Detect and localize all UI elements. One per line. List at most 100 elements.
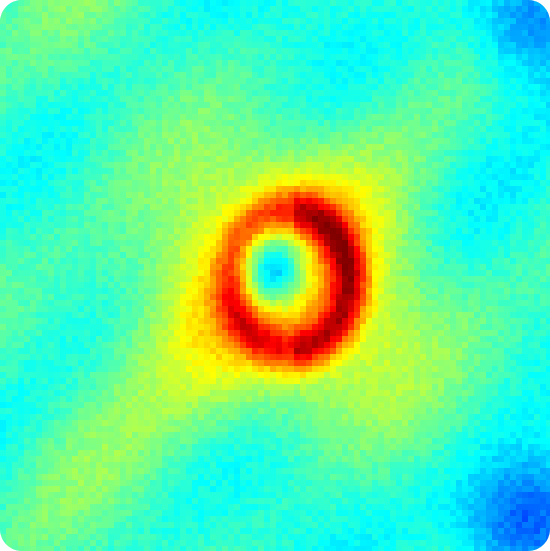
heatmap-cell	[54, 282, 61, 289]
heatmap-cell	[486, 48, 493, 55]
heatmap-cell	[540, 30, 547, 37]
heatmap-cell	[0, 114, 7, 121]
heatmap-cell	[234, 12, 241, 19]
heatmap-cell	[516, 192, 523, 199]
heatmap-cell	[258, 192, 265, 199]
heatmap-cell	[12, 234, 19, 241]
heatmap-cell	[504, 18, 511, 25]
heatmap-cell	[456, 102, 463, 109]
heatmap-cell	[540, 204, 547, 211]
heatmap-cell	[294, 150, 301, 157]
heatmap-cell	[12, 150, 19, 157]
heatmap-cell	[432, 288, 439, 295]
heatmap-cell	[504, 258, 511, 265]
heatmap-cell	[72, 6, 79, 13]
heatmap-cell	[294, 144, 301, 151]
heatmap-cell	[318, 126, 325, 133]
heatmap-cell	[492, 72, 499, 79]
heatmap-cell	[480, 180, 487, 187]
heatmap-cell	[96, 252, 103, 259]
heatmap-cell	[198, 84, 205, 91]
heatmap-cell	[36, 288, 43, 295]
heatmap-cell	[420, 48, 427, 55]
heatmap-cell	[0, 0, 7, 7]
heatmap-cell	[90, 276, 97, 283]
heatmap-cell	[342, 120, 349, 127]
heatmap-cell	[60, 48, 67, 55]
heatmap-cell	[36, 42, 43, 49]
heatmap-cell	[240, 228, 247, 235]
heatmap-cell	[468, 174, 475, 181]
heatmap-cell	[336, 126, 343, 133]
heatmap-cell	[270, 54, 277, 61]
heatmap-cell	[456, 306, 463, 313]
heatmap-cell	[90, 246, 97, 253]
heatmap-cell	[462, 24, 469, 31]
heatmap-cell	[234, 54, 241, 61]
heatmap-cell	[348, 312, 355, 319]
heatmap-cell	[66, 66, 73, 73]
heatmap-cell	[414, 108, 421, 115]
heatmap-cell	[504, 174, 511, 181]
heatmap-cell	[480, 240, 487, 247]
heatmap-cell	[492, 138, 499, 145]
heatmap-cell	[294, 90, 301, 97]
heatmap-cell	[414, 294, 421, 301]
heatmap-cell	[240, 300, 247, 307]
heatmap-cell	[168, 180, 175, 187]
heatmap-cell	[24, 246, 31, 253]
heatmap-cell	[522, 234, 529, 241]
heatmap-cell	[102, 120, 109, 127]
heatmap-cell	[186, 192, 193, 199]
heatmap-cell	[204, 246, 211, 253]
heatmap-cell	[534, 0, 541, 7]
heatmap-cell	[414, 42, 421, 49]
heatmap-cell	[102, 150, 109, 157]
heatmap-cell	[480, 288, 487, 295]
heatmap-cell	[156, 66, 163, 73]
heatmap-cell	[102, 192, 109, 199]
heatmap-cell	[30, 84, 37, 91]
heatmap-cell	[498, 120, 505, 127]
heatmap-cell	[18, 6, 25, 13]
heatmap-cell	[24, 114, 31, 121]
heatmap-cell	[354, 6, 361, 13]
heatmap-cell	[426, 90, 433, 97]
heatmap-cell	[264, 102, 271, 109]
heatmap-cell	[492, 198, 499, 205]
heatmap-cell	[432, 36, 439, 43]
heatmap-cell	[84, 186, 91, 193]
heatmap-cell	[324, 126, 331, 133]
heatmap-cell	[264, 114, 271, 121]
heatmap-cell	[12, 180, 19, 187]
heatmap-cell	[348, 138, 355, 145]
heatmap-cell	[486, 306, 493, 313]
heatmap-cell	[324, 30, 331, 37]
heatmap-cell	[252, 72, 259, 79]
heatmap-cell	[90, 306, 97, 313]
heatmap-cell	[156, 84, 163, 91]
heatmap-cell	[372, 204, 379, 211]
heatmap-cell	[312, 48, 319, 55]
heatmap-cell	[6, 186, 13, 193]
heatmap-cell	[306, 240, 313, 247]
heatmap-cell	[192, 234, 199, 241]
heatmap-cell	[78, 306, 85, 313]
heatmap-cell	[222, 72, 229, 79]
heatmap-cell	[360, 24, 367, 31]
heatmap-cell	[420, 210, 427, 217]
heatmap-cell	[216, 0, 223, 7]
heatmap-cell	[84, 162, 91, 169]
heatmap-cell	[342, 186, 349, 193]
heatmap-cell	[348, 90, 355, 97]
heatmap-cell	[114, 60, 121, 67]
heatmap-cell	[282, 204, 289, 211]
heatmap-cell	[522, 258, 529, 265]
heatmap-cell	[546, 24, 550, 31]
heatmap-cell	[168, 78, 175, 85]
heatmap-cell	[372, 168, 379, 175]
heatmap-cell	[150, 54, 157, 61]
heatmap-cell	[156, 288, 163, 295]
heatmap-cell	[108, 300, 115, 307]
heatmap-cell	[270, 96, 277, 103]
